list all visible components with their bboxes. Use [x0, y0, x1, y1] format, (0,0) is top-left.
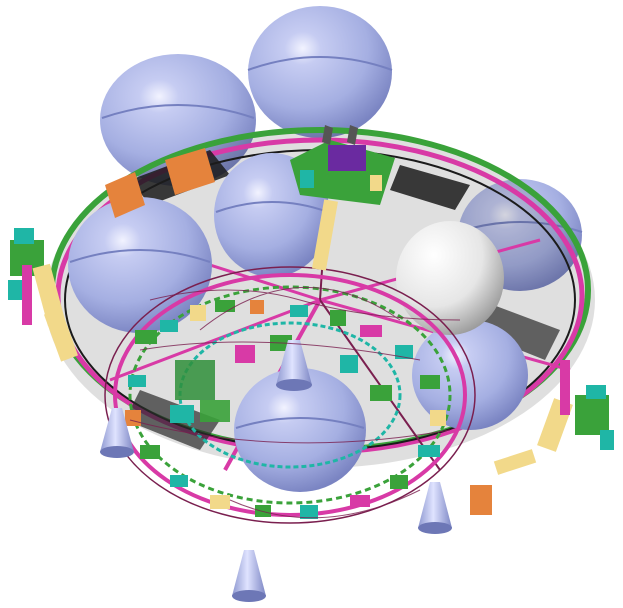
wiring — [129, 286, 461, 519]
tank-top-center — [248, 6, 392, 138]
nozzle-3 — [418, 482, 452, 534]
deck-tanks — [68, 153, 528, 492]
nozzle-1 — [276, 340, 312, 391]
engine-nozzles — [100, 340, 452, 602]
left-thruster-cluster — [8, 228, 79, 362]
white-sphere-tank — [396, 221, 504, 335]
right-thruster-cluster — [537, 360, 614, 452]
top-module — [290, 125, 395, 271]
tank-lower-right — [412, 320, 528, 430]
tank-left — [68, 197, 212, 333]
orange-panels — [105, 148, 537, 515]
nozzle-4 — [232, 550, 266, 602]
nozzle-2 — [100, 408, 134, 458]
equipment-ring — [104, 266, 476, 524]
